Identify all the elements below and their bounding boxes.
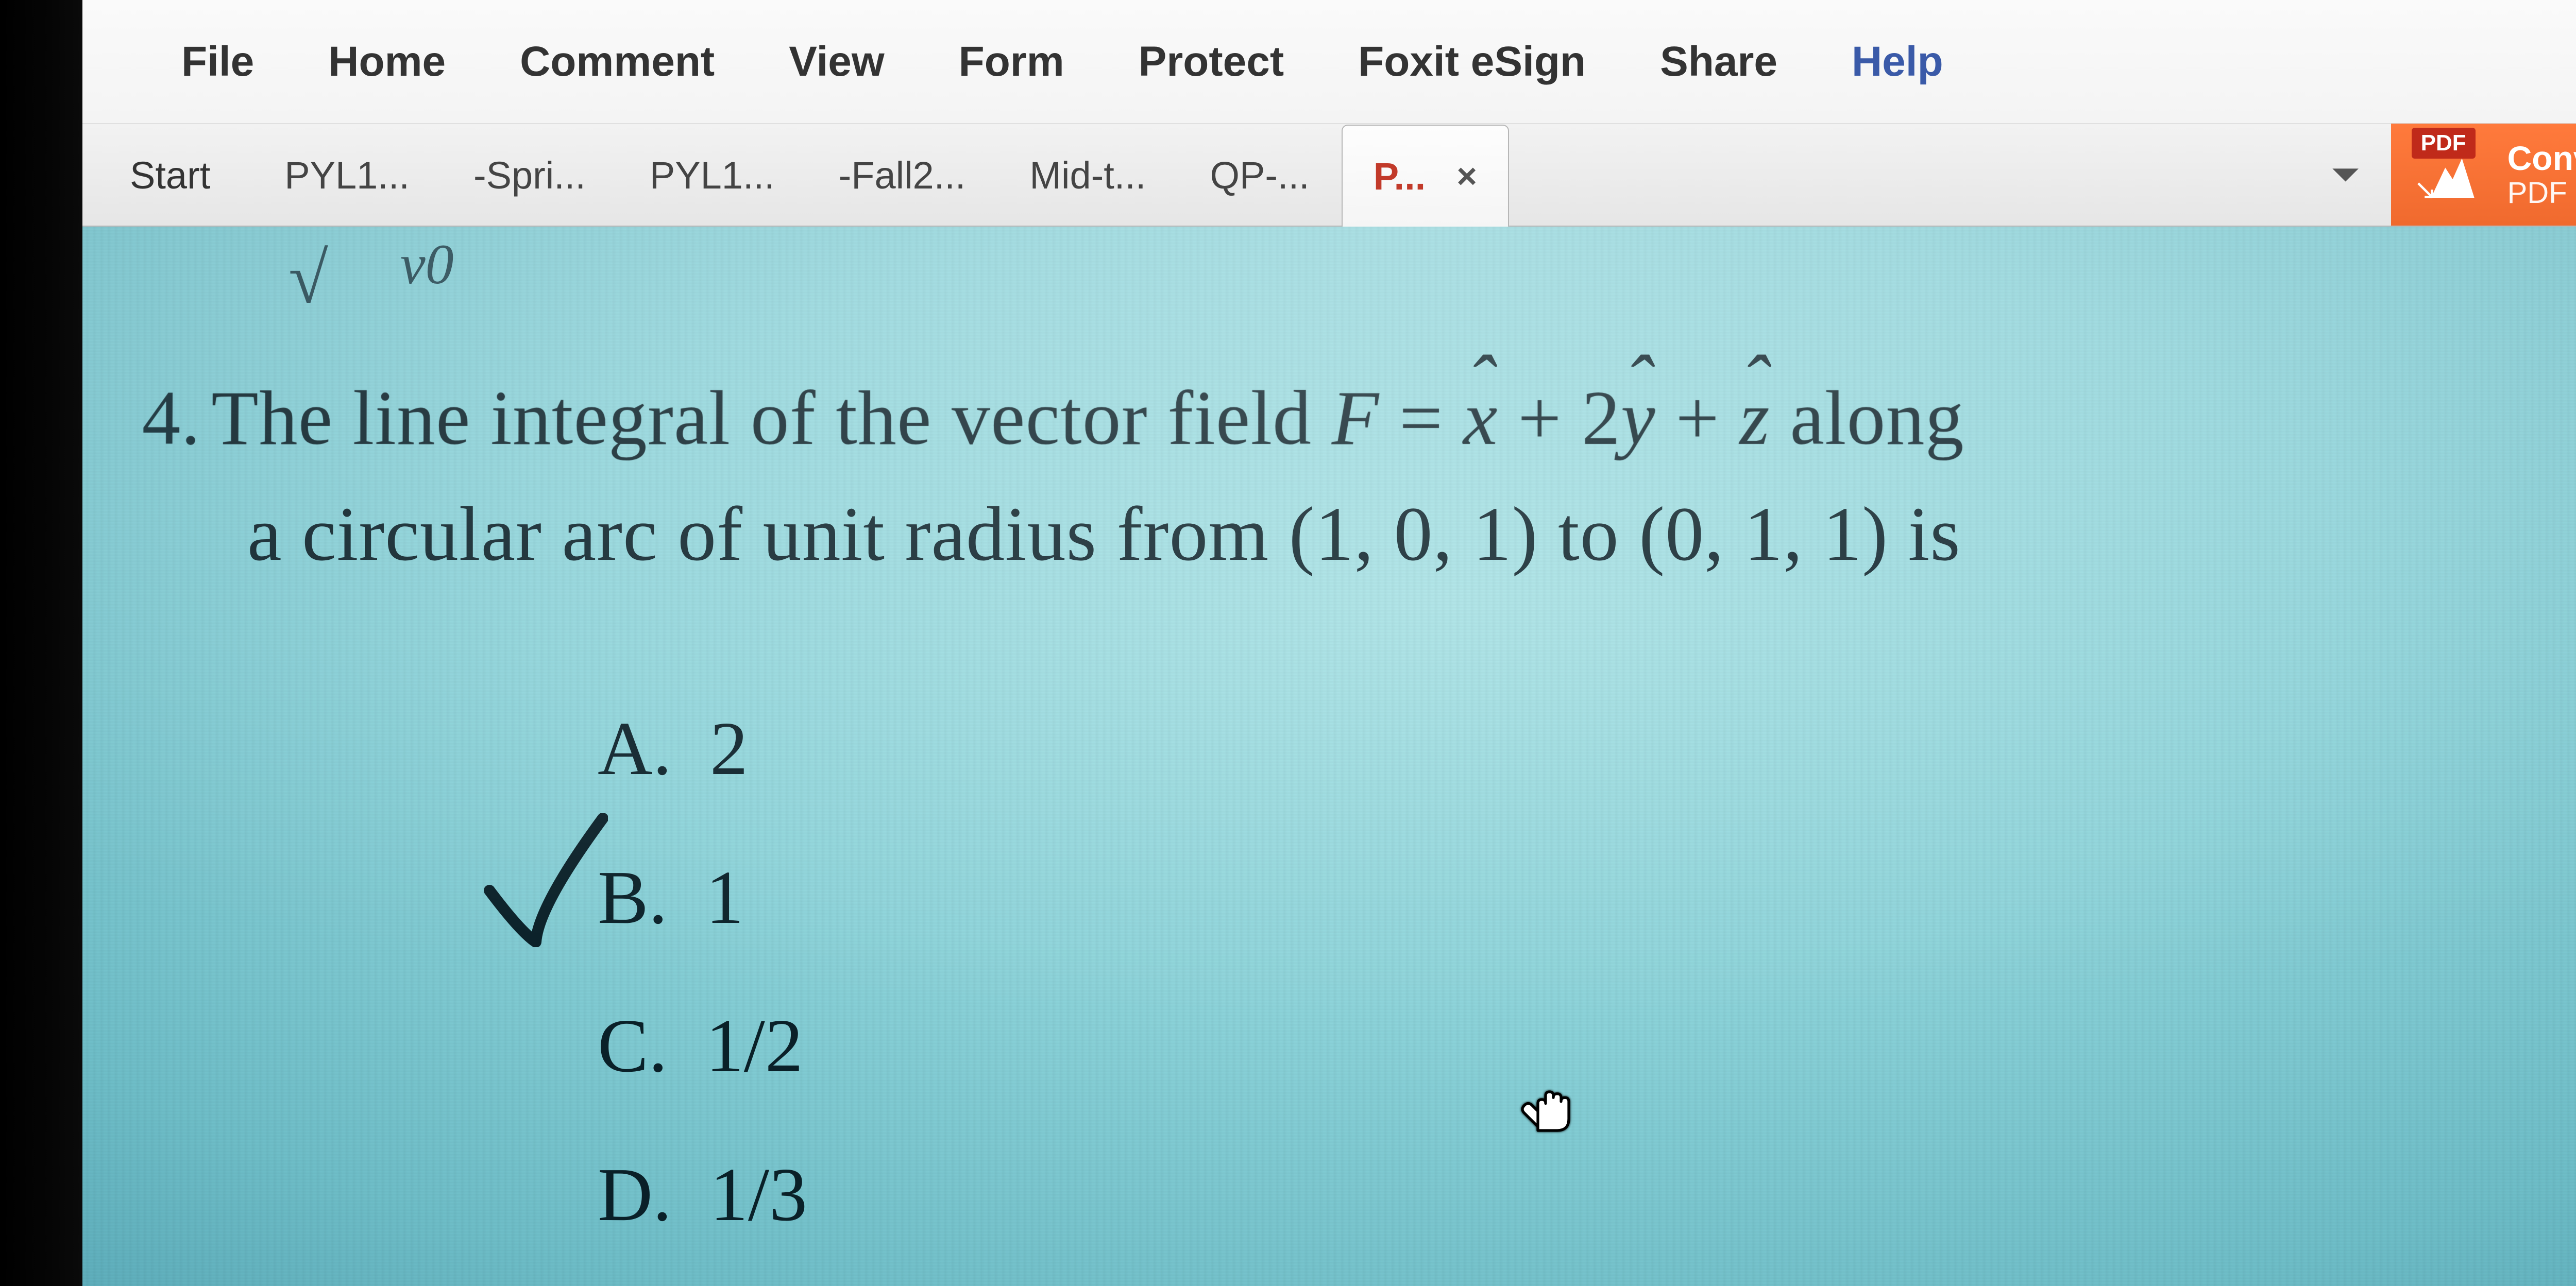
previous-question-clip: √ v0 bbox=[289, 232, 454, 315]
tab-doc-2[interactable]: -Spri... bbox=[442, 124, 618, 226]
tab-close-icon[interactable]: × bbox=[1456, 156, 1477, 196]
z-hat: z bbox=[1739, 361, 1770, 476]
document-viewport[interactable]: √ v0 4.The line integral of the vector f… bbox=[82, 227, 2576, 1286]
plus-2: + bbox=[1656, 375, 1740, 461]
answer-options: A. 2 B. 1 C. 1/2 D. bbox=[598, 675, 807, 1269]
convert-line2: PDF 2 JPG images bbox=[2507, 177, 2576, 210]
option-C-label: C. bbox=[598, 1004, 668, 1088]
convert-line1: Convert bbox=[2507, 140, 2576, 177]
y-hat: y bbox=[1621, 361, 1656, 476]
vector-F: F bbox=[1332, 375, 1380, 461]
tab-overflow-dropdown[interactable]: ⏷ bbox=[2300, 124, 2391, 226]
to-text: to bbox=[1538, 491, 1639, 577]
hand-cursor-icon bbox=[1515, 1076, 1577, 1138]
handwritten-checkmark-icon bbox=[474, 813, 608, 947]
eq-sign: = bbox=[1379, 375, 1463, 461]
option-B: B. 1 bbox=[598, 824, 807, 972]
screen-root: File Home Comment View Form Protect Foxi… bbox=[0, 0, 2576, 1286]
menu-share[interactable]: Share bbox=[1623, 0, 1815, 123]
radical-symbol: √ bbox=[289, 237, 328, 320]
option-C-value: 1/2 bbox=[706, 1004, 803, 1088]
option-C: C. 1/2 bbox=[598, 972, 807, 1121]
convert-icon: PDF ↘ bbox=[2417, 146, 2489, 203]
app-window: File Home Comment View Form Protect Foxi… bbox=[82, 0, 2576, 1286]
tab-doc-6[interactable]: QP-... bbox=[1178, 124, 1341, 226]
convert-text: Convert PDF 2 JPG images bbox=[2507, 140, 2576, 210]
menu-foxit-esign[interactable]: Foxit eSign bbox=[1321, 0, 1623, 123]
plus-1: + bbox=[1498, 375, 1582, 461]
tab-doc-active[interactable]: P... × bbox=[1342, 125, 1509, 227]
tabstrip-spacer bbox=[1509, 124, 2300, 226]
tab-active-label: P... bbox=[1374, 155, 1426, 198]
point-2: (0, 1, 1) bbox=[1639, 491, 1888, 577]
is-text: is bbox=[1888, 491, 1961, 577]
option-B-label: B. bbox=[598, 855, 668, 940]
tab-start[interactable]: Start bbox=[108, 124, 252, 226]
option-D-value: 1/3 bbox=[710, 1153, 807, 1237]
option-A-value: 2 bbox=[710, 707, 748, 791]
option-B-value: 1 bbox=[706, 855, 744, 940]
question-4: 4.The line integral of the vector field … bbox=[82, 361, 2576, 592]
option-A: A. 2 bbox=[598, 675, 807, 824]
menu-home[interactable]: Home bbox=[291, 0, 483, 123]
tab-doc-1[interactable]: PYL1... bbox=[252, 124, 442, 226]
left-bezel bbox=[0, 0, 82, 1286]
tab-doc-3[interactable]: PYL1... bbox=[618, 124, 807, 226]
menu-form[interactable]: Form bbox=[922, 0, 1101, 123]
tabstrip: Start PYL1... -Spri... PYL1... -Fall2...… bbox=[82, 124, 2576, 227]
q-text-2a: a circular arc of unit radius from bbox=[247, 491, 1289, 577]
menu-help[interactable]: Help bbox=[1815, 0, 1980, 123]
menu-file[interactable]: File bbox=[144, 0, 291, 123]
menu-comment[interactable]: Comment bbox=[483, 0, 752, 123]
option-D-label: D. bbox=[598, 1153, 672, 1237]
question-line-2: a circular arc of unit radius from (1, 0… bbox=[82, 476, 2576, 592]
option-A-label: A. bbox=[598, 707, 672, 791]
convert-pdf-to-jpg-button[interactable]: PDF ↘ Convert PDF 2 JPG images bbox=[2391, 124, 2576, 226]
question-line-1: 4.The line integral of the vector field … bbox=[82, 361, 2576, 476]
tab-doc-4[interactable]: -Fall2... bbox=[807, 124, 998, 226]
pdf-badge: PDF bbox=[2412, 128, 2476, 159]
option-D: D. 1/3 bbox=[598, 1121, 807, 1270]
x-hat: x bbox=[1463, 361, 1498, 476]
v0-text: v0 bbox=[400, 232, 454, 315]
q-text-1a: The line integral of the vector field bbox=[211, 375, 1332, 461]
menu-view[interactable]: View bbox=[752, 0, 921, 123]
q-text-1b: along bbox=[1770, 375, 1964, 461]
question-number: 4. bbox=[82, 361, 201, 476]
menu-protect[interactable]: Protect bbox=[1101, 0, 1321, 123]
menubar: File Home Comment View Form Protect Foxi… bbox=[82, 0, 2576, 124]
arrow-into-icon: ↘ bbox=[2414, 175, 2437, 205]
tab-doc-5[interactable]: Mid-t... bbox=[997, 124, 1178, 226]
point-1: (1, 0, 1) bbox=[1289, 491, 1538, 577]
coef-2: 2 bbox=[1582, 375, 1621, 461]
